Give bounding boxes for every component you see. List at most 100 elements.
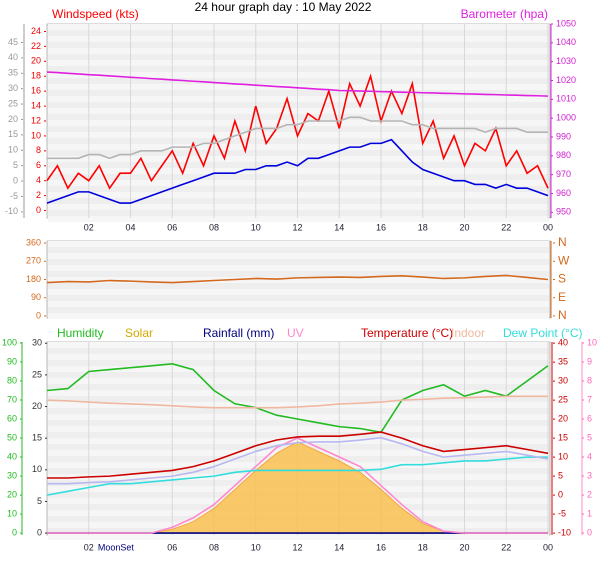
y-tick-label: 9 (587, 356, 592, 366)
y-tick-label: 22 (31, 41, 41, 51)
plot-band (48, 180, 549, 186)
y-tick-label: 45 (8, 37, 18, 47)
y-tick-label: 8 (36, 145, 41, 155)
legend-entry: Rainfall (mm) (203, 326, 274, 340)
series-line (47, 437, 548, 534)
legend-entry: Dew Point (°C) (503, 326, 582, 340)
y-tick-label: 1030 (556, 56, 576, 66)
y-tick-label: 6 (587, 413, 592, 423)
y-tick-label: 4 (36, 175, 41, 185)
x-tick-label: 12 (292, 542, 302, 552)
y-tick-label: N (558, 308, 567, 322)
y-tick-label: 25 (558, 395, 568, 405)
y-tick-label: 15 (8, 129, 18, 139)
legend-entry: Barometer (hpa) (461, 7, 548, 21)
plot-band (48, 36, 549, 42)
y-tick-label: 40 (558, 338, 568, 348)
y-tick-label: 30 (32, 338, 42, 348)
y-tick-label: -10 (5, 206, 18, 216)
y-tick-label: 1050 (556, 18, 576, 28)
plot-band (48, 342, 549, 348)
plot-band (48, 96, 549, 102)
plot-band (48, 253, 549, 259)
plot-band (48, 277, 549, 283)
y-tick-label: 35 (558, 357, 568, 367)
x-tick-label: 22 (501, 542, 511, 552)
y-tick-label: 1010 (556, 94, 576, 104)
y-tick-label: 7 (587, 394, 592, 404)
y-tick-label: 20 (8, 114, 18, 124)
x-tick-label: 10 (251, 222, 261, 232)
x-tick-label: 20 (459, 222, 469, 232)
series-line (47, 116, 548, 160)
x-tick-label: 06 (167, 222, 177, 232)
x-tick-label: 10 (251, 542, 261, 552)
plot-band (48, 402, 549, 408)
plot-band (48, 192, 549, 198)
plot-band (48, 414, 549, 420)
x-tick-label: 20 (459, 542, 469, 552)
plot-band (48, 204, 549, 210)
y-tick-label: 50 (7, 432, 17, 442)
y-tick-label: 30 (8, 83, 18, 93)
y-tick-label: 8 (587, 375, 592, 385)
y-tick-label: 1000 (556, 113, 576, 123)
series-line (46, 456, 548, 496)
y-tick-label: 90 (7, 356, 17, 366)
y-tick-label: 1 (587, 508, 592, 518)
y-tick-label: 10 (7, 508, 17, 518)
y-tick-label: 0 (37, 527, 42, 537)
y-tick-label: 70 (7, 394, 17, 404)
x-tick-label: 08 (209, 542, 219, 552)
x-tick-label: 06 (167, 542, 177, 552)
y-tick-label: W (558, 253, 570, 267)
y-tick-label: 80 (7, 375, 17, 385)
y-tick-label: S (558, 272, 566, 286)
y-tick-label: 25 (8, 98, 18, 108)
x-tick-label: 00 (543, 222, 553, 232)
y-tick-label: 5 (37, 496, 42, 506)
plot-band (48, 108, 549, 114)
y-tick-label: 15 (32, 433, 42, 443)
x-tick-label: 08 (209, 222, 219, 232)
y-tick-label: 24 (31, 26, 41, 36)
y-tick-label: 5 (587, 432, 592, 442)
y-tick-label: 990 (556, 131, 571, 141)
x-tick-label: 16 (376, 542, 386, 552)
y-tick-label: -5 (10, 191, 18, 201)
plot-band (48, 84, 549, 90)
y-tick-label: 18 (31, 71, 41, 81)
y-tick-label: 30 (558, 376, 568, 386)
y-tick-label: 14 (31, 100, 41, 110)
y-tick-label: 10 (587, 337, 597, 347)
y-tick-label: 12 (31, 115, 41, 125)
y-tick-label: 0 (587, 527, 592, 537)
x-tick-label: 18 (418, 542, 428, 552)
x-tick-label: 02 (84, 542, 94, 552)
plot-band (48, 156, 549, 162)
y-tick-label: 0 (12, 527, 17, 537)
x-tick-label: 16 (376, 222, 386, 232)
y-tick-label: 0 (36, 205, 41, 215)
plot-band (48, 241, 549, 247)
plot-band (48, 534, 549, 540)
y-tick-label: 40 (8, 52, 18, 62)
series-line (46, 73, 549, 190)
plot-band (48, 390, 549, 396)
plot-band (48, 301, 549, 307)
y-tick-label: 10 (32, 464, 42, 474)
y-tick-label: 4 (587, 451, 592, 461)
y-tick-label: E (558, 290, 566, 304)
y-tick-label: 0 (13, 175, 18, 185)
y-tick-label: 20 (31, 56, 41, 66)
y-tick-label: 0 (558, 489, 563, 499)
y-tick-label: 16 (31, 86, 41, 96)
y-tick-label: 20 (558, 413, 568, 423)
y-tick-label: 30 (7, 470, 17, 480)
plot-band (48, 48, 549, 54)
x-tick-label: 04 (125, 222, 135, 232)
plot-band (48, 168, 549, 174)
series-line (47, 436, 549, 485)
plot-band (48, 366, 549, 372)
